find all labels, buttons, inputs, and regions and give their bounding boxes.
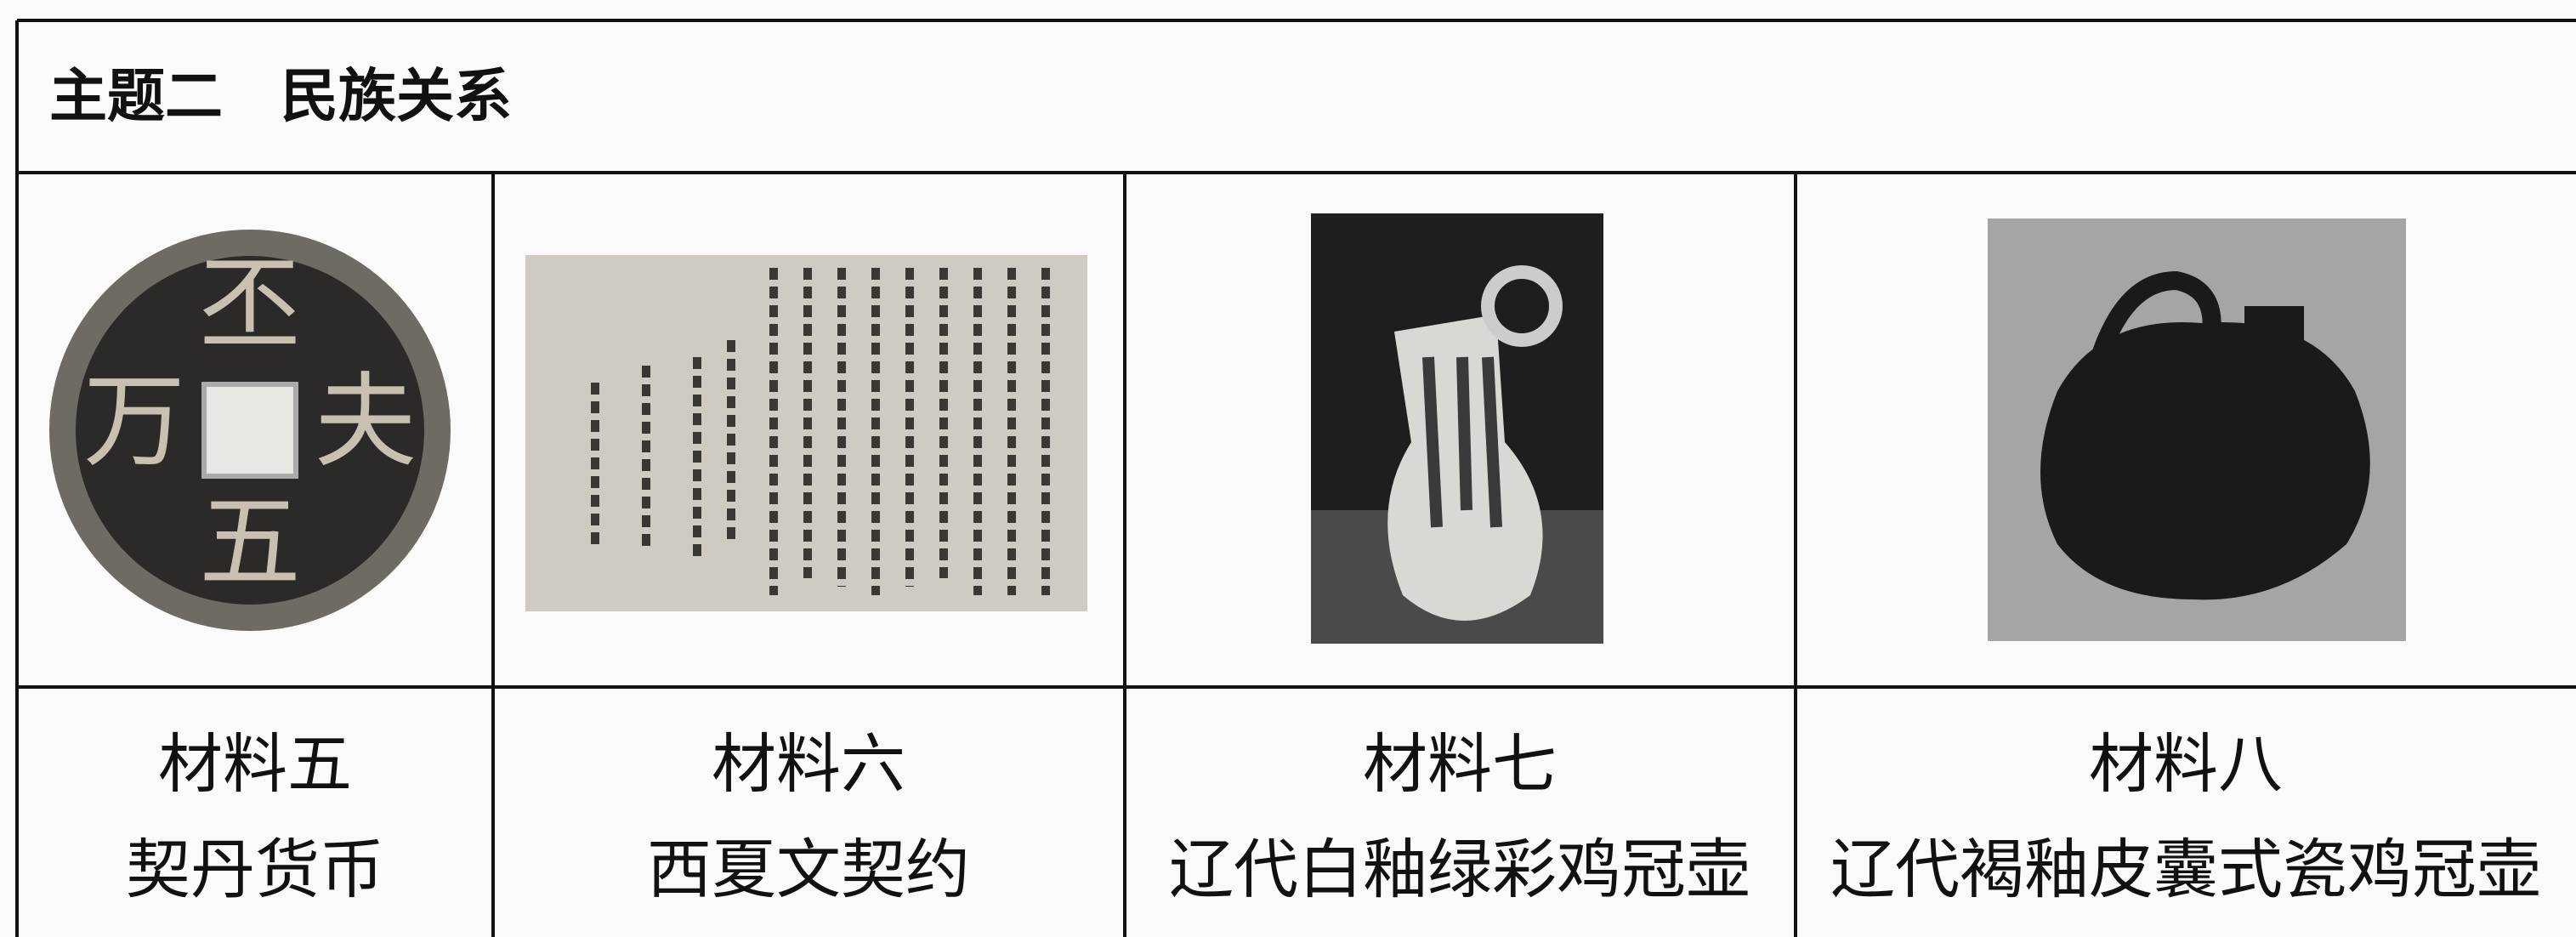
header-title: 主题二 民族关系 xyxy=(49,64,512,131)
coin-char: 五 xyxy=(199,484,301,602)
material-label: 材料八 xyxy=(2089,726,2283,802)
material-caption: 西夏文契约 xyxy=(647,832,970,907)
table-grid xyxy=(15,19,2576,937)
vase-image xyxy=(1311,213,1603,644)
coin-char: 夫 xyxy=(315,363,417,481)
material-caption: 辽代褐釉皮囊式瓷鸡冠壶 xyxy=(1830,832,2541,907)
contract-image xyxy=(525,255,1087,611)
material-caption: 契丹货币 xyxy=(126,832,384,907)
coin-image: 丕 夫 五 万 xyxy=(49,230,451,631)
material-caption: 辽代白釉绿彩鸡冠壶 xyxy=(1169,832,1750,907)
pot-image xyxy=(1988,219,2406,641)
coin-char: 万 xyxy=(83,363,185,481)
material-label: 材料六 xyxy=(712,726,905,802)
coin-char: 丕 xyxy=(199,246,301,364)
material-label: 材料七 xyxy=(1363,726,1557,802)
material-label: 材料五 xyxy=(158,726,352,802)
